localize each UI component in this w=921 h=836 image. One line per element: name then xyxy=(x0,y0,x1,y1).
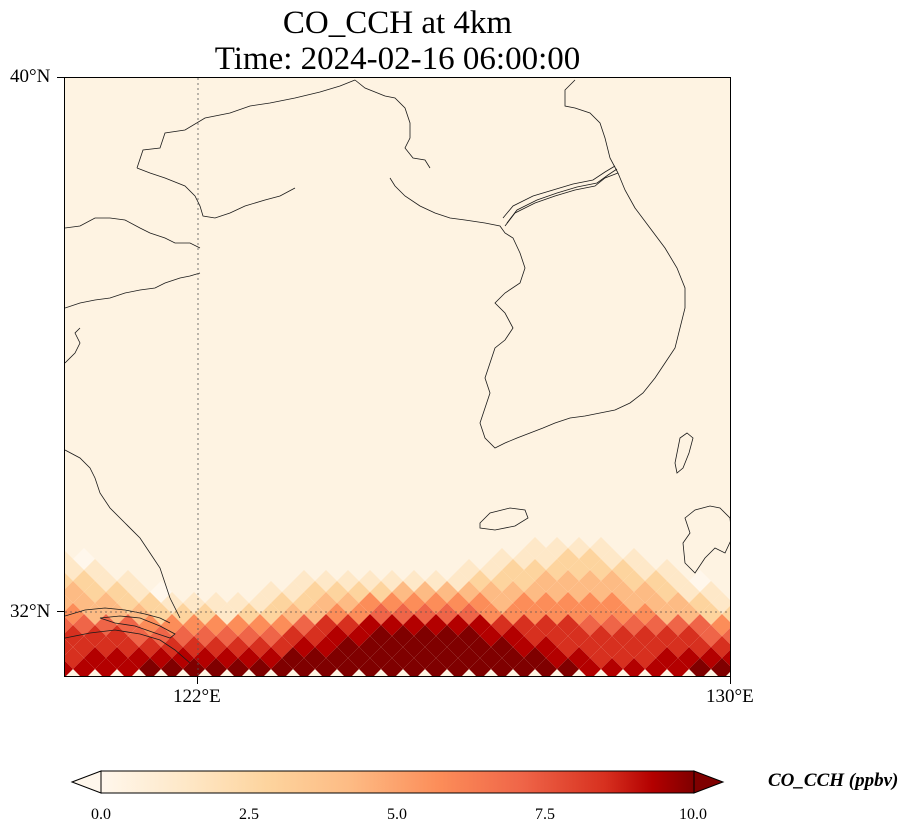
field-cell xyxy=(711,658,730,676)
field-cell xyxy=(271,658,293,676)
co-concentration-field xyxy=(65,537,730,676)
map-plot-area xyxy=(64,77,731,677)
map-title-line1: CO_CCH at 4km xyxy=(282,5,513,41)
field-cell xyxy=(315,658,337,676)
coastline-korea-west xyxy=(389,172,686,449)
field-cell xyxy=(65,595,73,611)
lon-tick-mark xyxy=(197,677,198,684)
lon-tick-mark xyxy=(730,677,731,684)
field-cell xyxy=(161,658,183,676)
coastline-shandong xyxy=(65,272,201,309)
field-cell xyxy=(65,559,84,581)
field-cell xyxy=(205,658,227,676)
map-title-line2: Time: 2024-02-16 06:00:00 xyxy=(214,41,581,77)
field-cell xyxy=(722,606,730,622)
field-cell xyxy=(337,658,359,676)
field-cell xyxy=(722,650,730,666)
field-cell xyxy=(403,658,425,676)
coastline-tsushima xyxy=(674,432,694,474)
border-line-a xyxy=(502,165,616,219)
field-cell xyxy=(65,581,84,603)
coastline-jiangsu xyxy=(65,327,81,364)
field-cell xyxy=(513,658,535,676)
colorbar-tick-label: 5.0 xyxy=(387,806,407,823)
coastline-chongming xyxy=(99,615,176,639)
lon-tick-label-east: 130°E xyxy=(706,686,754,707)
field-cell xyxy=(249,658,271,676)
field-cell xyxy=(557,658,579,676)
coastline-korea-north xyxy=(504,172,619,227)
colorbar xyxy=(70,770,725,794)
field-cell xyxy=(645,658,667,676)
colorbar-gradient xyxy=(100,770,695,794)
lat-tick-label-north: 40°N xyxy=(10,66,51,87)
field-cell xyxy=(359,658,381,676)
field-cell xyxy=(711,614,730,636)
colorbar-tick-label: 2.5 xyxy=(239,806,259,823)
coastline-liaodong xyxy=(136,79,356,169)
field-cell xyxy=(579,658,601,676)
lat-tick-mark xyxy=(57,77,64,78)
field-cell xyxy=(65,573,73,589)
lat-tick-label-south: 32°N xyxy=(10,601,51,622)
field-cell xyxy=(623,658,645,676)
field-cell xyxy=(469,658,491,676)
field-cell xyxy=(447,658,469,676)
field-cell xyxy=(95,658,117,676)
coastline-liaodong-peninsula xyxy=(136,167,296,219)
border-line-b xyxy=(506,168,618,224)
field-cell xyxy=(722,628,730,644)
colorbar-label: CO_CCH (ppbv) xyxy=(768,770,899,791)
field-cell xyxy=(65,661,73,676)
colorbar-tick-label: 7.5 xyxy=(535,806,555,823)
field-cell xyxy=(711,592,730,614)
field-cell xyxy=(535,658,557,676)
coastline-yangtze-south xyxy=(65,629,191,664)
field-cell xyxy=(293,658,315,676)
coastlines xyxy=(65,79,730,664)
field-cell xyxy=(601,658,623,676)
field-cell xyxy=(381,658,403,676)
field-cell xyxy=(689,658,711,676)
field-cell xyxy=(139,658,161,676)
coastline-yangtze-north xyxy=(65,607,171,624)
field-cell xyxy=(65,639,73,655)
field-cell xyxy=(227,658,249,676)
field-cell xyxy=(65,551,73,567)
lon-tick-label-west: 122°E xyxy=(173,686,221,707)
coastline-china-east xyxy=(65,217,201,249)
coastline-bohai-north xyxy=(354,79,431,169)
field-cell xyxy=(711,636,730,658)
coastline-kyushu xyxy=(682,505,730,574)
map-canvas xyxy=(65,78,730,676)
colorbar-extend-low xyxy=(70,770,102,794)
gridlines xyxy=(65,78,730,676)
field-cell xyxy=(425,658,447,676)
coastline-jeju xyxy=(479,507,529,531)
field-cell xyxy=(65,647,84,669)
field-cell xyxy=(491,658,513,676)
coastline-jiangsu-south xyxy=(65,449,181,619)
field-cell xyxy=(183,658,205,676)
lat-tick-mark xyxy=(57,611,64,612)
coastline-northeast xyxy=(564,79,619,174)
colorbar-tick-label: 0.0 xyxy=(91,806,111,823)
field-cell xyxy=(73,658,95,676)
field-cell xyxy=(667,658,689,676)
colorbar-tick-label: 10.0 xyxy=(679,806,707,823)
field-cell xyxy=(117,658,139,676)
colorbar-extend-high xyxy=(693,770,725,794)
field-cell xyxy=(65,603,84,625)
field-cell xyxy=(65,617,73,633)
